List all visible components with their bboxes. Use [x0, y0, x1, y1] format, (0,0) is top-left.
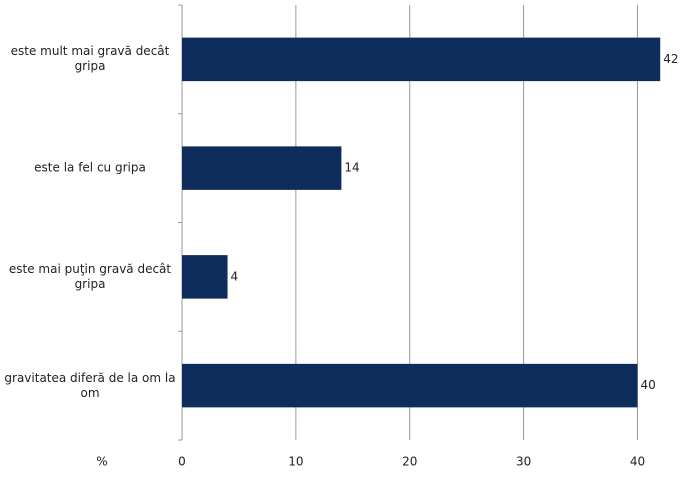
y-tick-label: gravitatea diferă de la om la om	[4, 370, 176, 400]
x-tick-label: 10	[288, 455, 303, 469]
bar	[182, 37, 661, 82]
x-axis-label: %	[96, 455, 107, 469]
value-label: 40	[640, 378, 655, 392]
x-tick-label: 30	[516, 455, 531, 469]
y-tick-label: este la fel cu gripa	[34, 160, 146, 175]
y-tick-label: este mai puţin gravă decât gripa	[8, 261, 172, 291]
bar	[182, 255, 228, 299]
x-tick-label: 20	[402, 455, 417, 469]
x-tick-label: 0	[178, 455, 186, 469]
value-label: 42	[663, 52, 678, 66]
value-label: 4	[231, 269, 239, 283]
value-label: 14	[344, 161, 359, 175]
y-tick-label: este mult mai gravă decât gripa	[10, 44, 170, 74]
bar	[182, 363, 638, 408]
x-tick-label: 40	[630, 455, 645, 469]
bar	[182, 146, 342, 190]
